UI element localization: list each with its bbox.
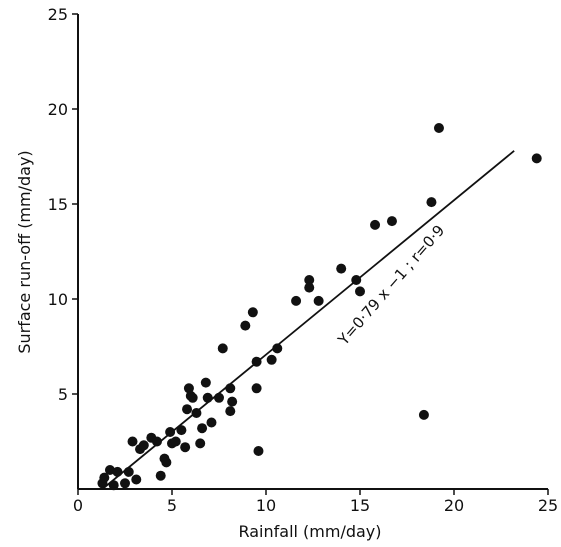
data-point bbox=[304, 275, 315, 285]
data-point bbox=[123, 466, 134, 477]
data-point bbox=[170, 436, 181, 447]
x-tick-label: 10 bbox=[256, 496, 276, 515]
data-point bbox=[138, 440, 149, 451]
y-tick-label: 10 bbox=[48, 290, 68, 309]
data-point bbox=[197, 423, 208, 434]
data-point bbox=[206, 417, 217, 428]
data-point bbox=[247, 307, 258, 318]
data-points bbox=[97, 123, 542, 491]
data-point bbox=[155, 470, 166, 481]
y-tick-label: 25 bbox=[48, 5, 68, 24]
data-point bbox=[225, 383, 236, 394]
data-point bbox=[291, 295, 302, 306]
data-point bbox=[165, 427, 176, 437]
data-point bbox=[253, 446, 264, 456]
data-point bbox=[336, 263, 347, 274]
data-point bbox=[386, 216, 397, 227]
x-tick-label: 25 bbox=[538, 496, 558, 515]
data-point bbox=[313, 295, 324, 306]
x-axis-label: Rainfall (mm/day) bbox=[238, 522, 381, 541]
data-point bbox=[182, 404, 193, 415]
data-point bbox=[176, 425, 187, 436]
y-tick-label: 5 bbox=[58, 385, 68, 404]
data-point bbox=[531, 153, 542, 164]
data-point bbox=[418, 409, 429, 420]
data-point bbox=[99, 472, 110, 483]
data-point bbox=[225, 406, 236, 417]
data-point bbox=[161, 457, 172, 468]
data-point bbox=[112, 466, 123, 477]
data-point bbox=[151, 436, 162, 447]
data-point bbox=[304, 282, 315, 293]
data-point bbox=[108, 480, 119, 491]
x-tick-label: 20 bbox=[444, 496, 464, 515]
data-point bbox=[200, 377, 211, 388]
y-ticks: 5 10 15 20 25 bbox=[48, 5, 78, 404]
y-axis-label: Surface run-off (mm/day) bbox=[15, 150, 34, 353]
y-tick-label: 15 bbox=[48, 195, 68, 214]
data-point bbox=[266, 354, 277, 365]
data-point bbox=[351, 275, 362, 285]
data-point bbox=[251, 383, 262, 394]
data-point bbox=[180, 442, 191, 453]
data-point bbox=[240, 320, 251, 331]
x-tick-label: 15 bbox=[350, 496, 370, 515]
data-point bbox=[120, 478, 130, 489]
data-point bbox=[202, 392, 213, 403]
data-point bbox=[191, 408, 202, 418]
y-tick-label: 20 bbox=[48, 100, 68, 119]
data-point bbox=[127, 436, 138, 447]
data-point bbox=[217, 343, 228, 354]
data-point bbox=[370, 219, 381, 230]
axes bbox=[77, 14, 548, 490]
data-point bbox=[227, 396, 238, 407]
data-point bbox=[104, 465, 115, 475]
x-tick-label: 0 bbox=[73, 496, 83, 515]
data-point bbox=[355, 286, 365, 297]
data-point bbox=[251, 356, 262, 367]
data-point bbox=[131, 474, 142, 485]
regression-line bbox=[101, 150, 515, 490]
data-point bbox=[426, 197, 437, 208]
data-point bbox=[214, 392, 224, 403]
data-point bbox=[272, 343, 283, 354]
x-tick-label: 5 bbox=[167, 496, 177, 515]
data-point bbox=[183, 383, 194, 394]
data-point bbox=[433, 123, 444, 133]
data-point bbox=[187, 392, 198, 403]
data-point bbox=[195, 438, 206, 449]
x-ticks: 0 5 10 15 20 25 bbox=[73, 489, 558, 515]
